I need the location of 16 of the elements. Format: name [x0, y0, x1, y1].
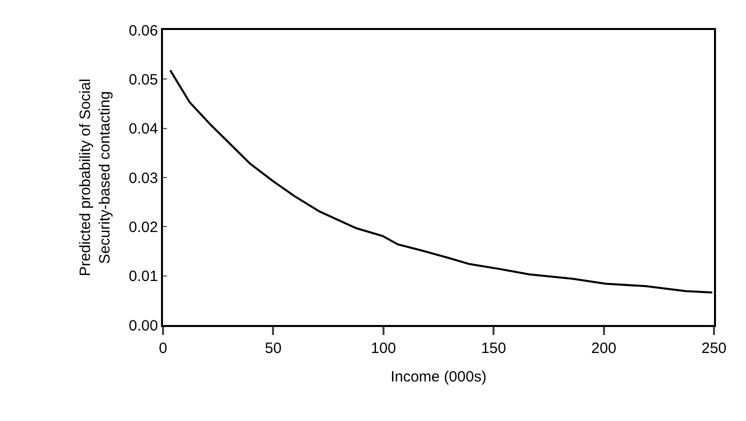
y-tick-label: 0.06: [128, 22, 158, 40]
y-tick-label: 0.05: [128, 71, 158, 88]
x-tick-label: 150: [481, 340, 506, 357]
x-tick-label: 50: [264, 340, 282, 357]
x-tick-label: 100: [370, 340, 396, 357]
y-tick-label: 0.02: [128, 218, 158, 236]
y-tick-label: 0.00: [128, 317, 158, 334]
x-tick-label: 200: [591, 340, 616, 357]
y-tick-label: 0.01: [128, 268, 158, 286]
x-tick-label: 0: [158, 340, 168, 357]
y-tick-label: 0.04: [128, 120, 158, 138]
y-axis-title: Predicted probability of Social Security-based contacting: [77, 78, 114, 276]
x-axis-title: Income (000s): [390, 368, 486, 386]
y-tick-label: 0.03: [128, 170, 158, 187]
x-tick-label: 250: [701, 340, 727, 357]
line-series: [169, 69, 714, 294]
